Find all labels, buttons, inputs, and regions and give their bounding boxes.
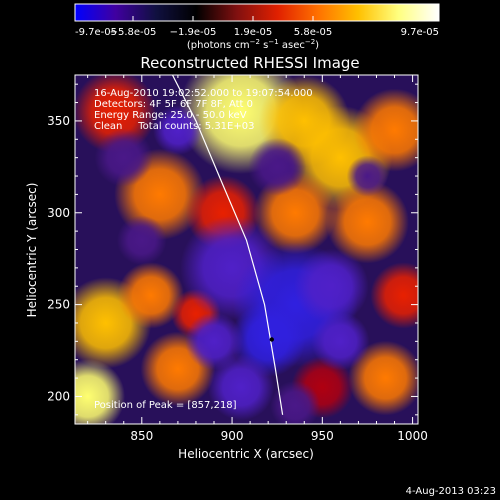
- heatmap-blob: [270, 380, 321, 424]
- footer-date: 4-Aug-2013 03:23: [406, 486, 496, 497]
- axis-ticks: 850 900 950 1000 200 250 300 350: [47, 75, 428, 443]
- y-tick-label: 200: [47, 389, 70, 403]
- heatmap-blob: [346, 155, 389, 197]
- heatmap-blob: [325, 180, 409, 264]
- colorbar-tick-label: 5.8e-05: [294, 27, 332, 38]
- heatmap-blob: [207, 354, 275, 421]
- heatmap-blob: [152, 105, 203, 156]
- heatmap-blob: [293, 248, 369, 324]
- colorbar-tick-label: 1.9e-05: [234, 27, 272, 38]
- heatmap-blob: [117, 262, 185, 329]
- colorbar-units: (photons cm−2 s−1 asec−2): [187, 38, 319, 51]
- colorbar-tick-label: 9.7e-05: [401, 27, 439, 38]
- x-tick-label: 1000: [397, 429, 428, 443]
- annotation-energy: Energy Range: 25.0 - 50.0 keV: [94, 110, 247, 121]
- heatmap-blob: [248, 137, 307, 196]
- heatmap-blob: [370, 262, 418, 329]
- annotation-time: 16-Aug-2010 19:02:52.000 to 19:07:54.000: [94, 88, 313, 99]
- colorbar-ticks: -9.7e-05−5.8e-05 −1.9e-05 1.9e-05 5.8e-05 9.…: [74, 16, 440, 38]
- y-tick-label: 300: [47, 206, 70, 220]
- heatmap-blob: [184, 312, 244, 371]
- heatmap-blob: [75, 359, 125, 424]
- heatmap-blob: [348, 340, 418, 416]
- heatmap-blob: [116, 215, 167, 266]
- peak-position-text: Position of Peak = [857,218]: [94, 400, 237, 411]
- heatmap-layer: [75, 75, 418, 424]
- x-tick-label: 900: [221, 429, 244, 443]
- x-axis-label: Heliocentric X (arcsec): [178, 447, 314, 461]
- colorbar: [74, 3, 440, 22]
- x-tick-label: 850: [130, 429, 153, 443]
- annotation-detectors: Detectors: 4F 5F 6F 7F 8F, Att 0: [94, 99, 253, 110]
- colorbar-tick-label: −5.8e-05: [110, 27, 157, 38]
- colorbar-tick-label: -9.7e-05: [75, 27, 117, 38]
- y-tick-label: 250: [47, 298, 70, 312]
- heatmap-blob: [353, 88, 418, 172]
- annotation-counts: Clean Total counts: 5.31E+03: [94, 121, 254, 132]
- chart-title: Reconstructed RHESSI Image: [140, 54, 359, 72]
- heatmap-blob: [311, 312, 370, 371]
- x-tick-label: 950: [311, 429, 334, 443]
- y-tick-label: 350: [47, 114, 70, 128]
- solar-limb-curve: [171, 75, 284, 415]
- peak-marker: [269, 337, 274, 342]
- heatmap-blob: [94, 128, 153, 187]
- colorbar-tick-label: −1.9e-05: [170, 27, 217, 38]
- y-axis-label: Heliocentric Y (arcsec): [25, 183, 39, 318]
